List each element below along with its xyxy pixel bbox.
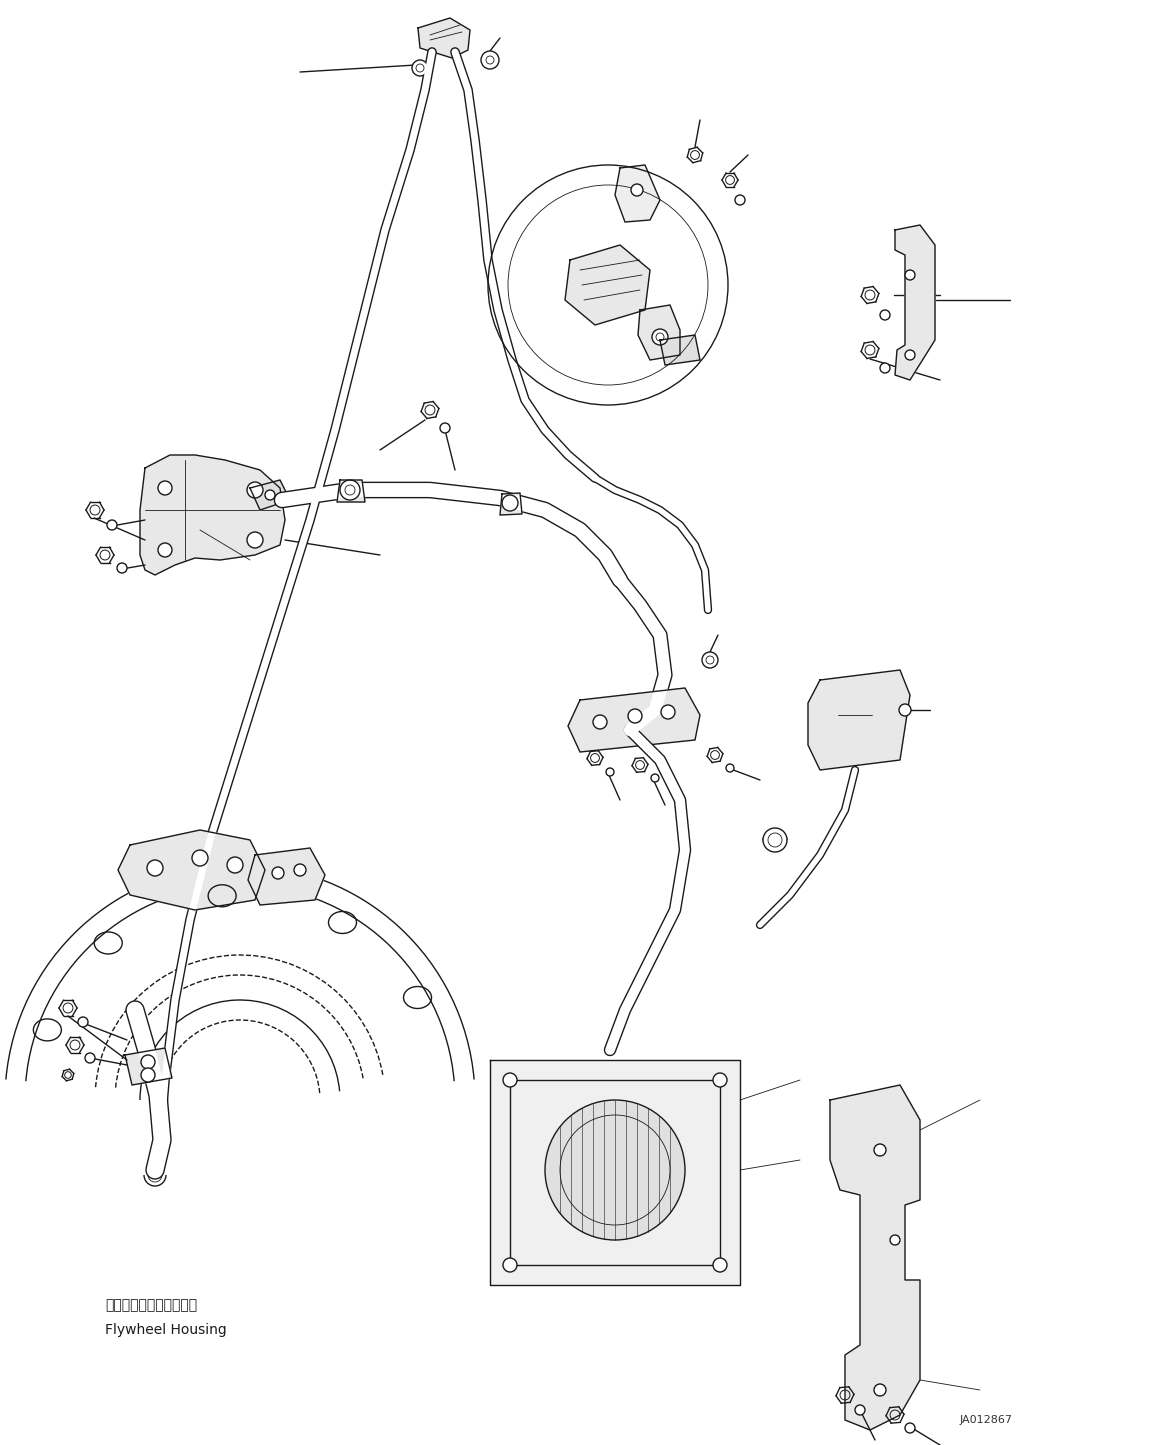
Circle shape (192, 850, 208, 866)
Circle shape (340, 480, 361, 500)
Circle shape (890, 1235, 900, 1246)
Text: フライホイルハウジング: フライホイルハウジング (105, 1298, 197, 1312)
Circle shape (412, 61, 428, 77)
Polygon shape (490, 1061, 740, 1285)
Circle shape (545, 1100, 685, 1240)
Text: JA012867: JA012867 (959, 1415, 1013, 1425)
Polygon shape (568, 688, 700, 751)
Circle shape (628, 709, 642, 722)
Circle shape (735, 195, 745, 205)
Polygon shape (896, 225, 935, 380)
Circle shape (726, 764, 734, 772)
Circle shape (141, 1055, 155, 1069)
Circle shape (651, 775, 659, 782)
Circle shape (875, 1384, 886, 1396)
Text: Flywheel Housing: Flywheel Housing (105, 1324, 227, 1337)
Polygon shape (248, 848, 324, 905)
Circle shape (875, 1144, 886, 1156)
Polygon shape (250, 480, 290, 510)
Circle shape (440, 423, 450, 434)
Circle shape (502, 496, 518, 512)
Circle shape (905, 350, 915, 360)
Circle shape (272, 867, 284, 879)
Polygon shape (140, 455, 285, 575)
Circle shape (632, 184, 643, 197)
Circle shape (880, 311, 890, 319)
Polygon shape (565, 246, 650, 325)
Circle shape (905, 270, 915, 280)
Circle shape (78, 1017, 88, 1027)
Circle shape (247, 532, 263, 548)
Circle shape (247, 483, 263, 499)
Polygon shape (117, 829, 265, 910)
Circle shape (504, 1074, 518, 1087)
Polygon shape (500, 493, 522, 514)
Circle shape (593, 715, 607, 728)
Circle shape (158, 543, 172, 556)
Polygon shape (337, 480, 365, 501)
Circle shape (294, 864, 306, 876)
Polygon shape (615, 165, 659, 223)
Circle shape (763, 828, 787, 853)
Circle shape (606, 767, 614, 776)
Circle shape (713, 1259, 727, 1272)
Polygon shape (830, 1085, 920, 1431)
Circle shape (265, 490, 274, 500)
Circle shape (899, 704, 911, 717)
Circle shape (117, 564, 127, 574)
Circle shape (504, 1259, 518, 1272)
Circle shape (855, 1405, 865, 1415)
Polygon shape (638, 305, 680, 360)
Circle shape (661, 705, 675, 720)
Circle shape (147, 860, 163, 876)
Polygon shape (418, 17, 470, 58)
Circle shape (702, 652, 718, 668)
Circle shape (713, 1074, 727, 1087)
Polygon shape (124, 1048, 172, 1085)
Circle shape (652, 329, 668, 345)
Circle shape (227, 857, 243, 873)
Circle shape (880, 363, 890, 373)
Circle shape (85, 1053, 95, 1064)
Circle shape (141, 1068, 155, 1082)
Polygon shape (659, 335, 700, 366)
Circle shape (905, 1423, 915, 1433)
Polygon shape (808, 670, 909, 770)
Circle shape (158, 481, 172, 496)
Circle shape (481, 51, 499, 69)
Circle shape (107, 520, 117, 530)
